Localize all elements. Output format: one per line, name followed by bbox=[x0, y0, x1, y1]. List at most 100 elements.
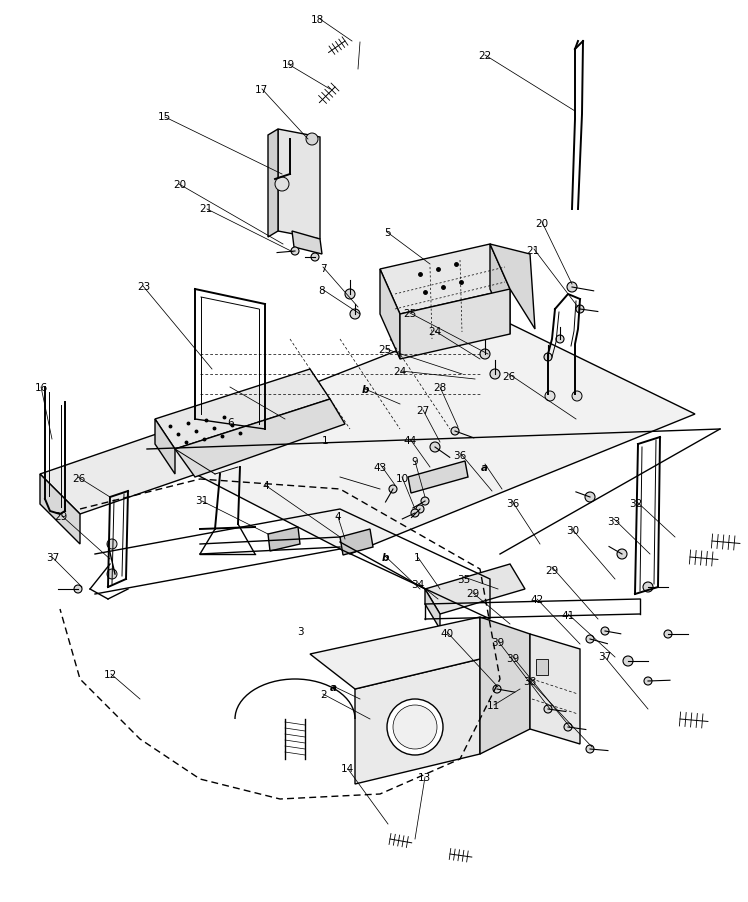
Text: 36: 36 bbox=[453, 450, 467, 461]
Polygon shape bbox=[380, 244, 510, 315]
Text: 24: 24 bbox=[429, 327, 442, 337]
Circle shape bbox=[572, 391, 582, 401]
Polygon shape bbox=[40, 474, 80, 545]
Text: 30: 30 bbox=[565, 525, 579, 536]
Text: 20: 20 bbox=[173, 179, 186, 190]
Text: 23: 23 bbox=[137, 281, 150, 292]
Circle shape bbox=[643, 583, 653, 593]
Circle shape bbox=[451, 428, 459, 436]
Circle shape bbox=[586, 745, 594, 753]
Circle shape bbox=[275, 178, 289, 192]
Text: 11: 11 bbox=[487, 700, 500, 711]
Text: 31: 31 bbox=[195, 495, 209, 506]
Circle shape bbox=[664, 630, 672, 639]
Text: 39: 39 bbox=[506, 653, 519, 664]
Text: b: b bbox=[381, 552, 389, 563]
Circle shape bbox=[480, 350, 490, 360]
Text: 19: 19 bbox=[281, 60, 295, 70]
Text: 29: 29 bbox=[55, 511, 68, 521]
Polygon shape bbox=[425, 589, 440, 630]
Text: 13: 13 bbox=[418, 772, 432, 783]
Polygon shape bbox=[268, 130, 278, 238]
Circle shape bbox=[564, 723, 572, 732]
Text: 34: 34 bbox=[411, 579, 424, 590]
Circle shape bbox=[544, 354, 552, 362]
Polygon shape bbox=[292, 232, 322, 254]
Circle shape bbox=[421, 497, 429, 505]
Circle shape bbox=[393, 705, 437, 750]
Circle shape bbox=[430, 443, 440, 453]
Polygon shape bbox=[480, 617, 530, 754]
Circle shape bbox=[567, 282, 577, 292]
Polygon shape bbox=[530, 634, 580, 744]
Text: 4: 4 bbox=[335, 511, 341, 521]
Circle shape bbox=[576, 306, 584, 314]
Circle shape bbox=[411, 510, 419, 518]
Circle shape bbox=[644, 677, 652, 686]
Circle shape bbox=[617, 549, 627, 559]
Circle shape bbox=[107, 569, 117, 579]
Text: 25: 25 bbox=[378, 345, 392, 355]
Circle shape bbox=[74, 585, 82, 594]
Text: 39: 39 bbox=[491, 637, 504, 648]
Circle shape bbox=[544, 705, 552, 713]
Polygon shape bbox=[147, 315, 695, 555]
Text: 17: 17 bbox=[255, 85, 269, 96]
Circle shape bbox=[416, 505, 424, 513]
Text: 43: 43 bbox=[373, 462, 387, 473]
Text: 22: 22 bbox=[478, 51, 491, 61]
Text: 10: 10 bbox=[396, 473, 409, 483]
Polygon shape bbox=[175, 400, 345, 477]
Text: 21: 21 bbox=[199, 204, 212, 215]
Text: b: b bbox=[361, 384, 369, 395]
Polygon shape bbox=[355, 659, 480, 784]
Text: 29: 29 bbox=[466, 588, 479, 599]
Circle shape bbox=[306, 133, 318, 146]
Polygon shape bbox=[380, 270, 400, 360]
Polygon shape bbox=[310, 617, 480, 689]
Text: 16: 16 bbox=[34, 382, 48, 393]
Text: 1: 1 bbox=[414, 552, 420, 563]
Circle shape bbox=[107, 539, 117, 549]
Text: 33: 33 bbox=[607, 516, 620, 527]
Text: 37: 37 bbox=[598, 651, 611, 662]
Text: 24: 24 bbox=[393, 366, 407, 377]
Text: 15: 15 bbox=[158, 112, 171, 123]
Text: 2: 2 bbox=[320, 689, 326, 700]
Circle shape bbox=[493, 686, 501, 694]
Text: 14: 14 bbox=[341, 763, 355, 774]
Text: 12: 12 bbox=[104, 669, 117, 680]
Circle shape bbox=[345, 290, 355, 299]
Text: 4: 4 bbox=[263, 480, 269, 491]
Text: 26: 26 bbox=[72, 473, 85, 483]
Text: 8: 8 bbox=[319, 285, 325, 296]
Text: 20: 20 bbox=[536, 218, 549, 229]
Text: 40: 40 bbox=[441, 628, 454, 639]
Polygon shape bbox=[40, 419, 240, 514]
Text: a: a bbox=[481, 462, 488, 473]
Text: 9: 9 bbox=[412, 456, 418, 467]
Polygon shape bbox=[400, 290, 510, 360]
Polygon shape bbox=[155, 419, 175, 474]
Polygon shape bbox=[425, 565, 525, 614]
Polygon shape bbox=[155, 370, 330, 449]
Circle shape bbox=[291, 248, 299, 255]
Text: 5: 5 bbox=[384, 227, 390, 238]
Text: 32: 32 bbox=[629, 498, 643, 509]
Circle shape bbox=[545, 391, 555, 401]
Text: 42: 42 bbox=[530, 594, 544, 605]
Text: 44: 44 bbox=[403, 435, 417, 446]
Text: 21: 21 bbox=[526, 245, 539, 256]
Text: 26: 26 bbox=[502, 372, 515, 382]
Text: 6: 6 bbox=[227, 417, 233, 428]
Polygon shape bbox=[408, 462, 468, 493]
Circle shape bbox=[601, 627, 609, 635]
Polygon shape bbox=[268, 528, 300, 551]
Circle shape bbox=[556, 336, 564, 344]
Text: 25: 25 bbox=[403, 308, 417, 319]
Text: 37: 37 bbox=[46, 552, 59, 563]
Polygon shape bbox=[490, 244, 510, 335]
Polygon shape bbox=[490, 244, 535, 329]
Circle shape bbox=[490, 370, 500, 380]
Circle shape bbox=[585, 492, 595, 502]
